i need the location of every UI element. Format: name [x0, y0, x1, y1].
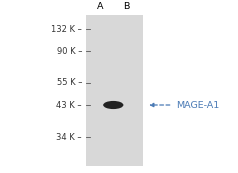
- Text: 55 K –: 55 K –: [57, 78, 82, 87]
- Text: 90 K –: 90 K –: [57, 47, 82, 56]
- Text: B: B: [123, 2, 129, 11]
- Text: 34 K –: 34 K –: [56, 133, 82, 142]
- Ellipse shape: [103, 101, 123, 109]
- Text: A: A: [97, 2, 103, 11]
- Text: 132 K –: 132 K –: [51, 25, 82, 34]
- Text: MAGE-A1: MAGE-A1: [176, 101, 219, 110]
- Bar: [86, 15, 143, 166]
- Text: 43 K –: 43 K –: [56, 101, 82, 110]
